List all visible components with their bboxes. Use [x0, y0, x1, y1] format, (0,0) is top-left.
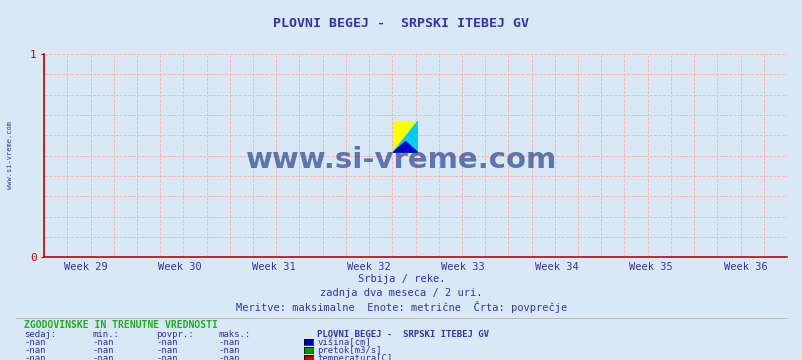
Text: -nan: -nan [156, 338, 178, 347]
Text: -nan: -nan [24, 346, 46, 355]
Text: maks.:: maks.: [218, 330, 250, 339]
Text: PLOVNI BEGEJ -  SRPSKI ITEBEJ GV: PLOVNI BEGEJ - SRPSKI ITEBEJ GV [273, 17, 529, 30]
Text: -nan: -nan [218, 346, 240, 355]
Text: povpr.:: povpr.: [156, 330, 194, 339]
Text: min.:: min.: [92, 330, 119, 339]
Text: PLOVNI BEGEJ -  SRPSKI ITEBEJ GV: PLOVNI BEGEJ - SRPSKI ITEBEJ GV [317, 330, 488, 339]
Text: -nan: -nan [92, 346, 114, 355]
Text: Srbija / reke.: Srbija / reke. [358, 274, 444, 284]
Text: -nan: -nan [156, 354, 178, 360]
Text: www.si-vreme.com: www.si-vreme.com [7, 121, 14, 189]
Text: -nan: -nan [218, 354, 240, 360]
Text: temperatura[C]: temperatura[C] [317, 354, 392, 360]
Text: -nan: -nan [218, 338, 240, 347]
Text: -nan: -nan [156, 346, 178, 355]
Text: ZGODOVINSKE IN TRENUTNE VREDNOSTI: ZGODOVINSKE IN TRENUTNE VREDNOSTI [24, 320, 217, 330]
Text: www.si-vreme.com: www.si-vreme.com [245, 146, 557, 174]
Polygon shape [392, 142, 418, 153]
Polygon shape [392, 121, 418, 153]
Text: Meritve: maksimalne  Enote: metrične  Črta: povprečje: Meritve: maksimalne Enote: metrične Črta… [236, 301, 566, 313]
Text: -nan: -nan [92, 338, 114, 347]
Text: -nan: -nan [24, 354, 46, 360]
Text: pretok[m3/s]: pretok[m3/s] [317, 346, 381, 355]
Text: -nan: -nan [24, 338, 46, 347]
Polygon shape [392, 121, 418, 153]
Text: višina[cm]: višina[cm] [317, 338, 371, 347]
Text: zadnja dva meseca / 2 uri.: zadnja dva meseca / 2 uri. [320, 288, 482, 298]
Text: -nan: -nan [92, 354, 114, 360]
Text: sedaj:: sedaj: [24, 330, 56, 339]
